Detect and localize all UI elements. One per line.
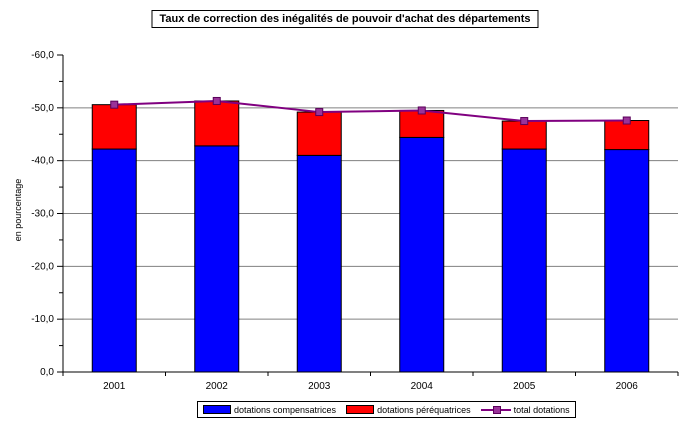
bar-segment-perequatrices: [91, 104, 137, 150]
bar-segment-perequatrices: [501, 120, 547, 150]
bar-segment-compensatrices: [399, 136, 445, 373]
legend-label: total dotations: [513, 404, 570, 415]
bar-segment-compensatrices: [604, 149, 650, 373]
y-tick-label: -50,0: [31, 103, 54, 114]
x-category-label: 2001: [103, 381, 126, 392]
bar-segment-perequatrices: [399, 109, 445, 138]
legend-item-compensatrices: dotations compensatrices: [203, 405, 336, 415]
line-marker: [315, 108, 324, 117]
y-tick-label: 0,0: [40, 367, 54, 378]
line-marker: [212, 96, 221, 105]
legend-label: dotations péréquatrices: [377, 404, 471, 415]
y-tick-label: -10,0: [31, 314, 54, 325]
chart-title: Taux de correction des inégalités de pou…: [151, 10, 539, 28]
bar-segment-perequatrices: [604, 120, 650, 151]
red-bar-swatch-icon: [346, 405, 375, 414]
x-category-label: 2003: [308, 381, 331, 392]
bar-segment-compensatrices: [501, 148, 547, 373]
blue-bar-swatch-icon: [203, 405, 231, 414]
x-category-label: 2005: [513, 381, 536, 392]
x-category-label: 2004: [411, 381, 434, 392]
line-marker: [110, 100, 119, 109]
y-tick-label: -20,0: [31, 261, 54, 272]
legend-label: dotations compensatrices: [234, 404, 337, 415]
bar-segment-compensatrices: [91, 148, 137, 373]
line-marker: [520, 117, 529, 126]
x-category-label: 2006: [616, 381, 639, 392]
legend-item-perequatrices: dotations péréquatrices: [346, 405, 471, 415]
bar-segment-perequatrices: [194, 100, 240, 147]
legend: dotations compensatrices dotations péréq…: [197, 401, 576, 418]
bar-segment-perequatrices: [296, 111, 342, 156]
y-tick-label: -40,0: [31, 156, 54, 167]
y-tick-label: -30,0: [31, 209, 54, 220]
legend-item-total: total dotations: [480, 404, 570, 415]
total-line: [114, 99, 627, 123]
y-tick-label: -60,0: [31, 50, 54, 61]
bar-segment-compensatrices: [194, 145, 240, 373]
line-marker: [622, 116, 631, 125]
purple-line-swatch-icon: [480, 405, 511, 414]
bar-segment-compensatrices: [296, 154, 342, 373]
x-category-label: 2002: [206, 381, 229, 392]
line-marker: [417, 106, 426, 115]
